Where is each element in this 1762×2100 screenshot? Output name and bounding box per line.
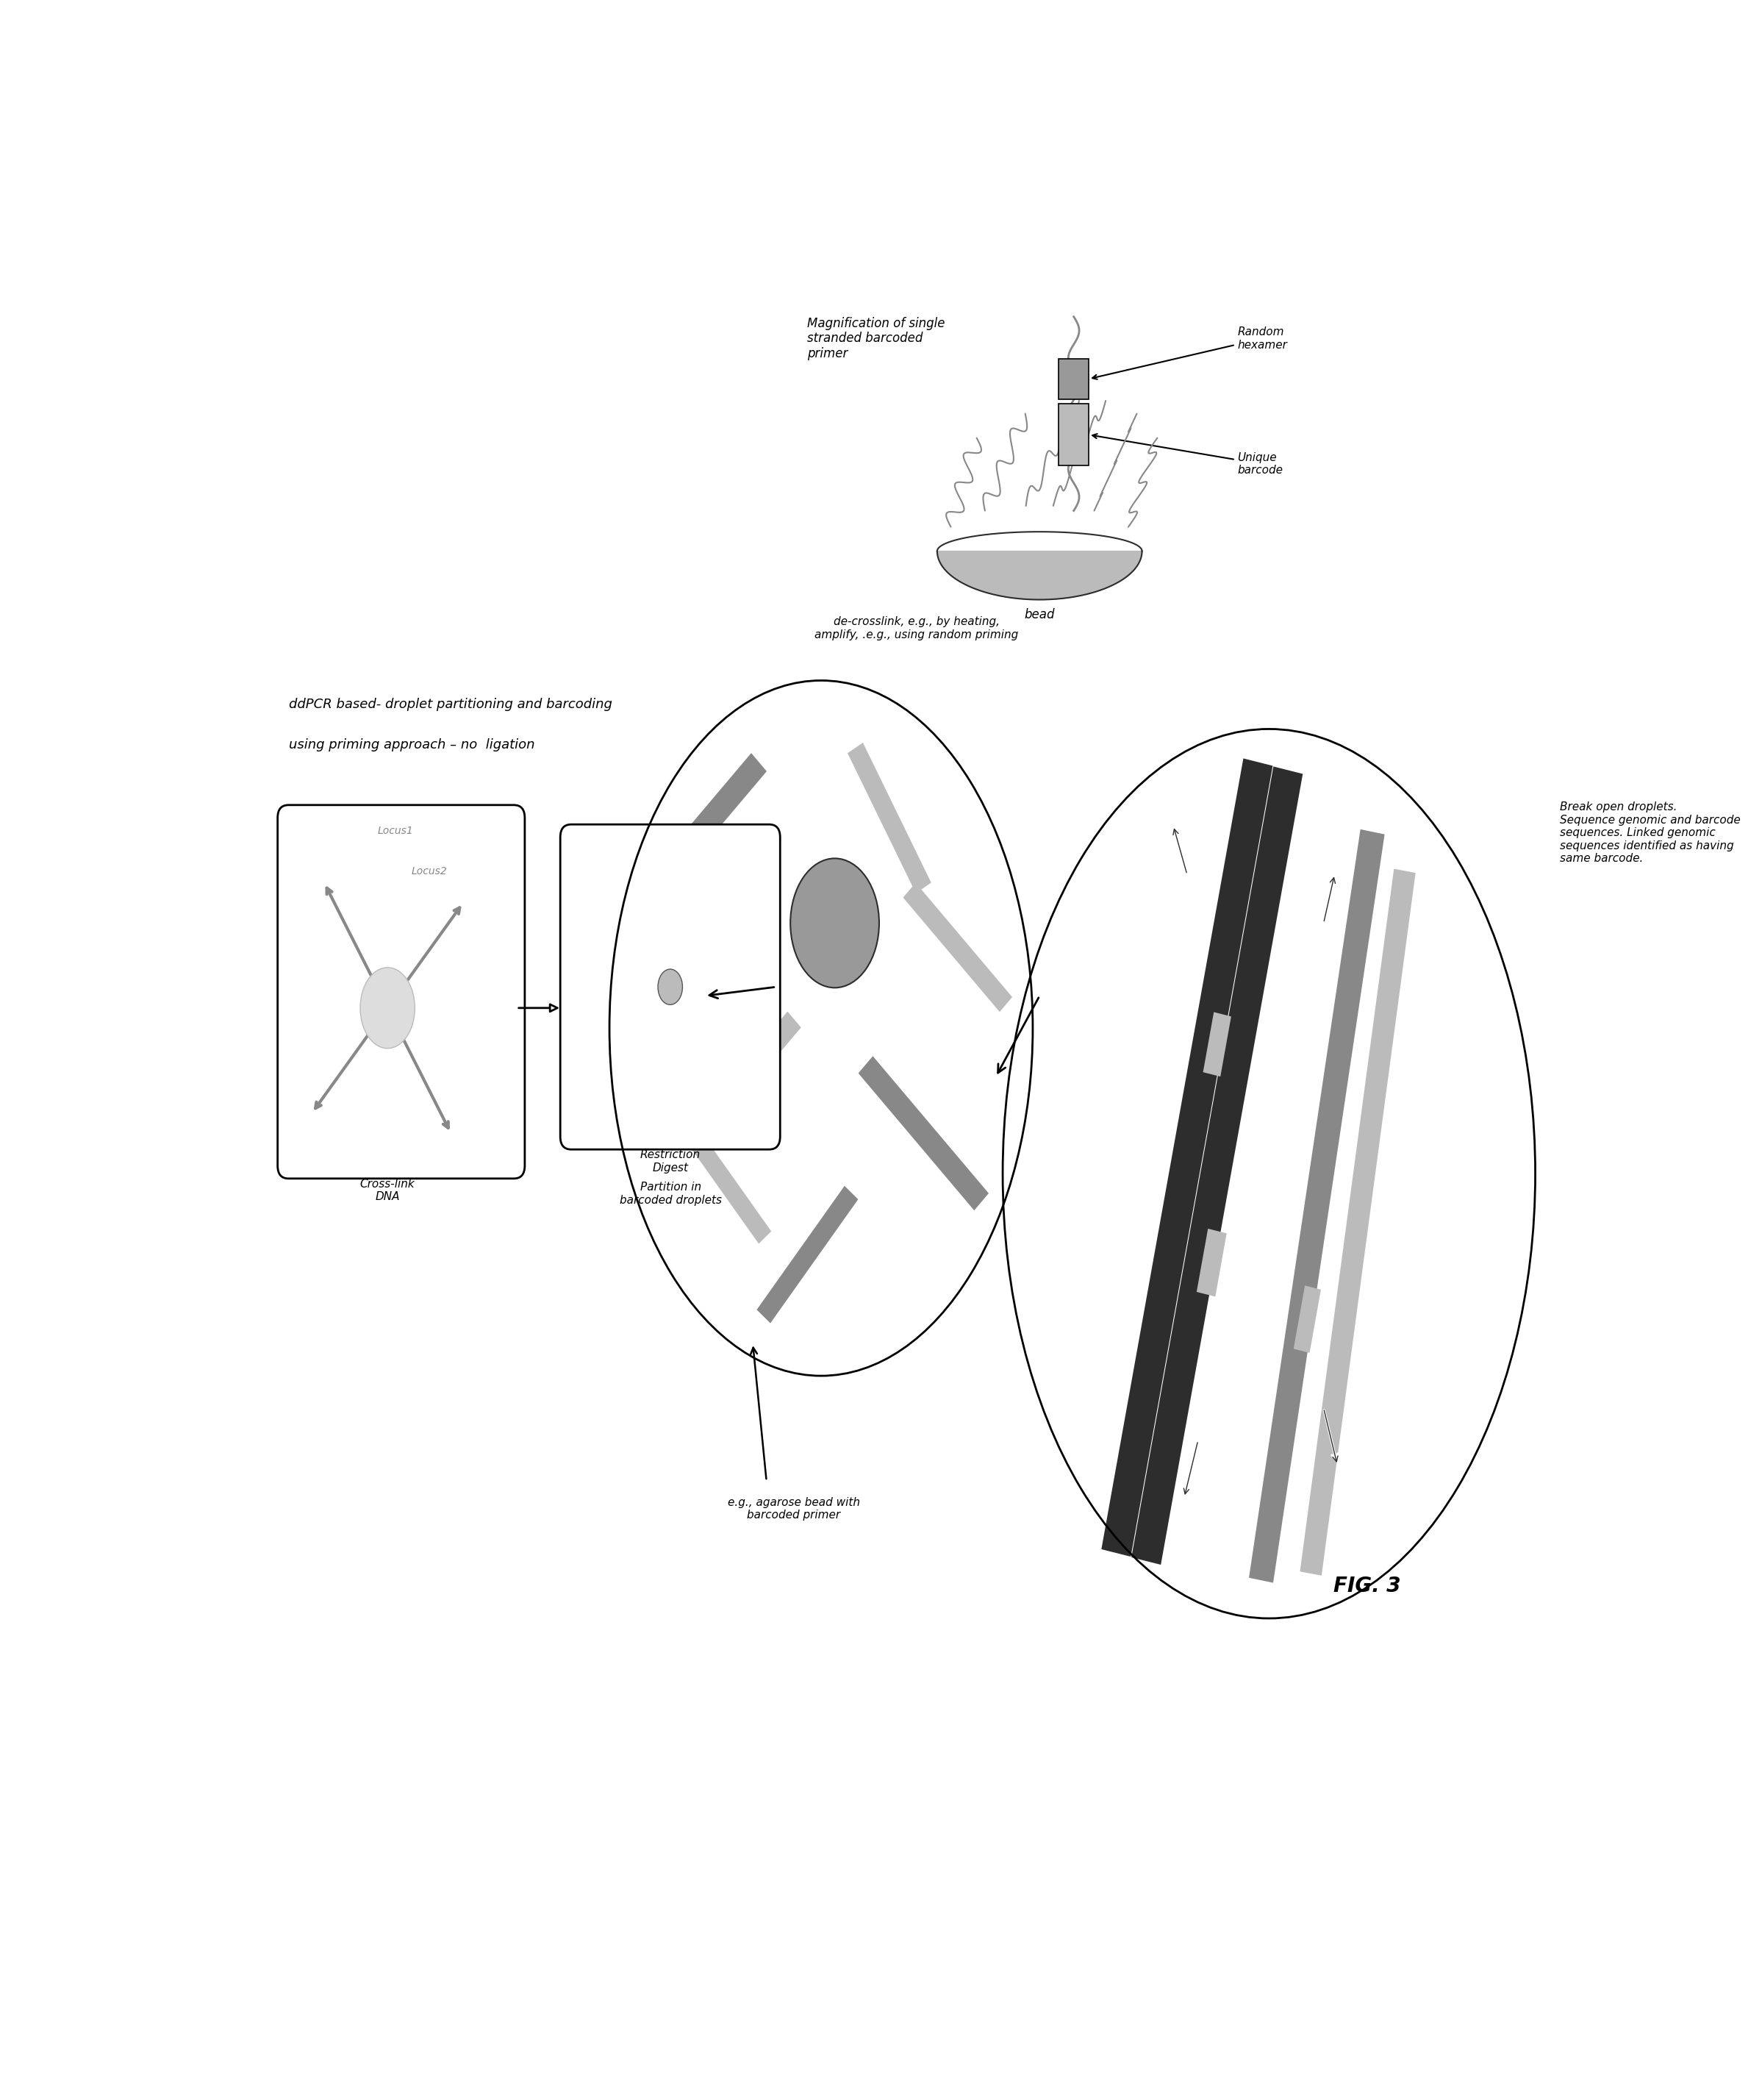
Bar (680, 1119, 772, 1243)
Text: Magnification of single
stranded barcoded
primer: Magnification of single stranded barcode… (807, 317, 944, 361)
Text: e.g., agarose bead with
barcoded primer: e.g., agarose bead with barcoded primer (728, 1497, 860, 1520)
Bar (858, 1056, 988, 1210)
FancyBboxPatch shape (278, 804, 525, 1178)
Bar (1131, 767, 1302, 1565)
Text: Break open droplets.
Sequence genomic and barcode
sequences. Linked genomic
sequ: Break open droplets. Sequence genomic an… (1559, 802, 1741, 863)
Text: Cross-link
DNA: Cross-link DNA (359, 1178, 416, 1203)
Bar (904, 882, 1011, 1012)
Bar (1300, 869, 1415, 1575)
FancyBboxPatch shape (1059, 403, 1089, 466)
FancyBboxPatch shape (1059, 359, 1089, 399)
Bar (756, 1186, 858, 1323)
Ellipse shape (657, 968, 682, 1004)
Text: FIG. 3: FIG. 3 (1334, 1575, 1401, 1596)
Bar (1293, 1285, 1322, 1352)
Ellipse shape (359, 968, 414, 1048)
Text: Random
hexamer: Random hexamer (1092, 328, 1288, 380)
Bar (1196, 1228, 1226, 1296)
Bar (1249, 830, 1385, 1583)
Text: bead: bead (1024, 607, 1055, 622)
Bar (1203, 1012, 1232, 1077)
Bar (848, 743, 930, 892)
Text: de-crosslink, e.g., by heating,
amplify, .e.g., using random priming: de-crosslink, e.g., by heating, amplify,… (814, 615, 1018, 641)
Text: Unique
barcode: Unique barcode (1092, 435, 1283, 477)
Text: Partition in
barcoded droplets: Partition in barcoded droplets (620, 1182, 722, 1205)
Ellipse shape (791, 859, 879, 987)
Text: Locus2: Locus2 (412, 867, 448, 878)
Bar (691, 1012, 802, 1142)
Bar (594, 855, 745, 1119)
Text: Restriction
Digest: Restriction Digest (640, 1149, 700, 1174)
Text: Locus1: Locus1 (377, 825, 412, 836)
Bar (594, 855, 745, 1119)
Text: using priming approach – no  ligation: using priming approach – no ligation (289, 739, 534, 752)
Bar (1101, 758, 1272, 1556)
Bar (617, 754, 766, 932)
Polygon shape (937, 550, 1142, 601)
FancyBboxPatch shape (560, 825, 781, 1149)
Text: ddPCR based- droplet partitioning and barcoding: ddPCR based- droplet partitioning and ba… (289, 697, 611, 712)
